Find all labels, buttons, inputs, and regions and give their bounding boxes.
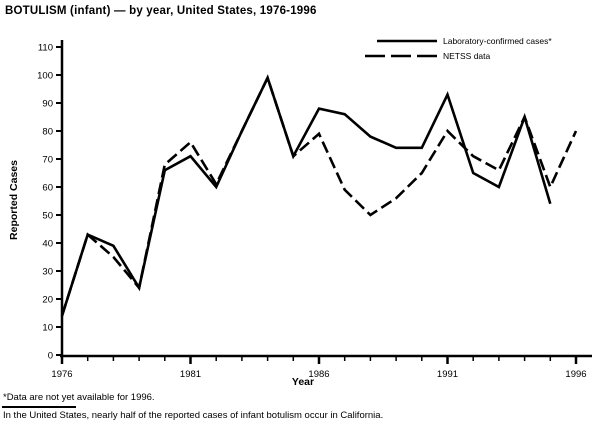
lab-confirmed-series-line	[60, 74, 552, 317]
y-tick-label: 50	[42, 211, 53, 222]
legend-lab-label: Laboratory-confirmed cases*	[443, 36, 552, 46]
y-tick-label: 0	[48, 351, 53, 362]
y-tick-label: 60	[42, 183, 53, 194]
y-tick-label: 70	[42, 155, 53, 166]
footnote-california: In the United States, nearly half of the…	[3, 410, 384, 421]
x-tick-label: 1991	[437, 369, 458, 380]
x-tick-label: 1986	[308, 369, 329, 380]
footnote-data-availability: *Data are not yet available for 1996.	[3, 392, 155, 403]
y-tick-label: 110	[38, 43, 53, 54]
footnote-divider	[2, 406, 76, 408]
y-tick-label: 10	[42, 323, 53, 334]
y-axis-label: Reported Cases	[8, 160, 20, 240]
x-axis-label: Year	[292, 376, 314, 388]
x-tick-label: 1976	[51, 369, 72, 380]
netss-series-line	[60, 74, 578, 317]
legend-netss-label: NETSS data	[443, 51, 491, 61]
x-tick-label: 1996	[565, 369, 586, 380]
y-tick-label: 40	[42, 239, 53, 250]
y-tick-label: 80	[42, 127, 53, 138]
y-tick-label: 100	[37, 71, 53, 82]
y-tick-label: 90	[42, 99, 53, 110]
y-tick-label: 20	[42, 295, 53, 306]
chart-title: BOTULISM (infant) — by year, United Stat…	[5, 5, 317, 17]
y-tick-label: 30	[42, 267, 53, 278]
x-tick-label: 1981	[180, 369, 201, 380]
